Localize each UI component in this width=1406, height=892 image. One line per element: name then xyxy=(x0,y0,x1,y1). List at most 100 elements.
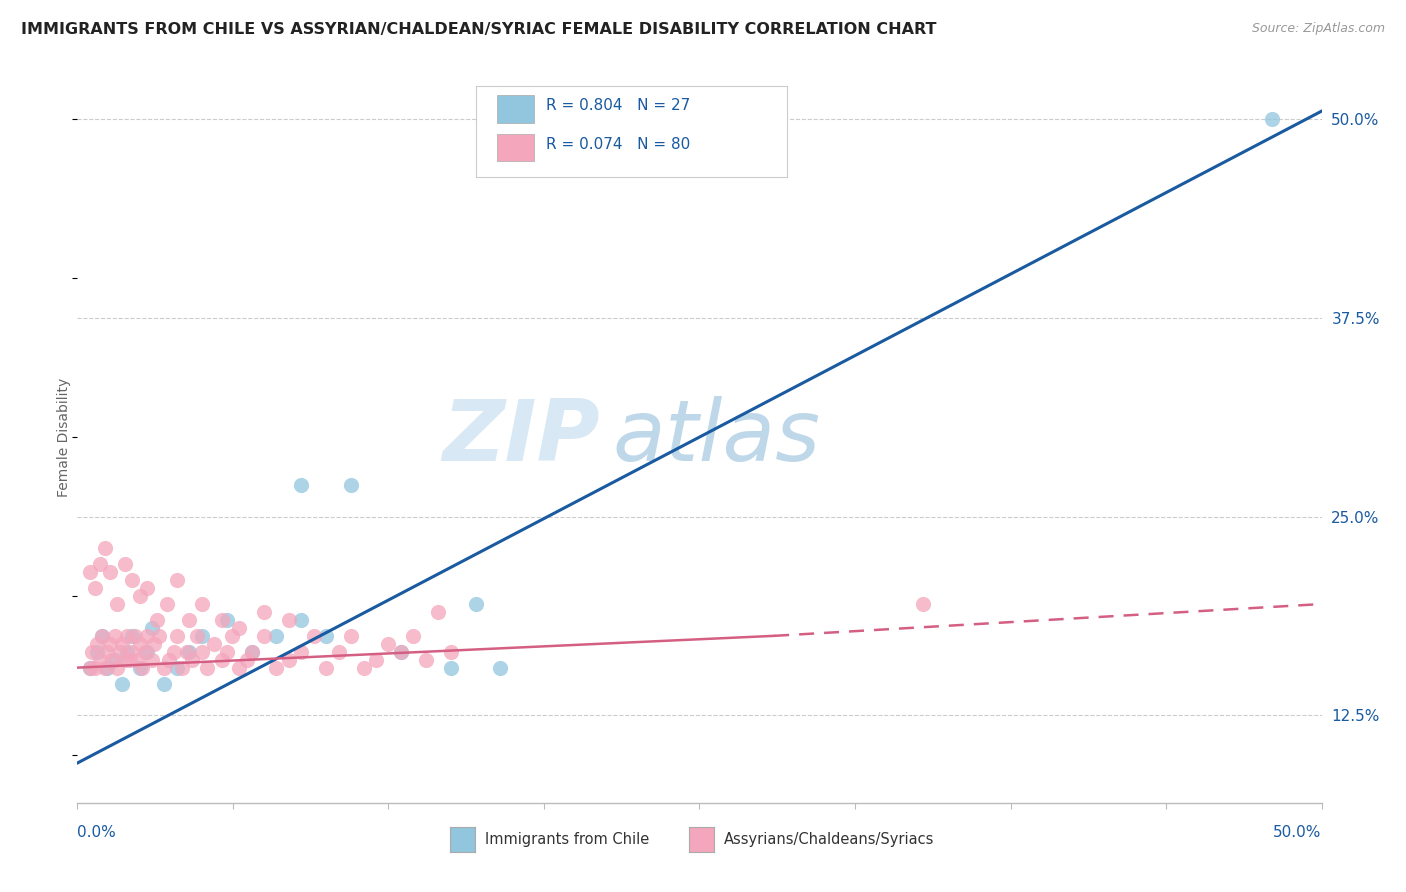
Point xyxy=(215,645,238,659)
Text: 50.0%: 50.0% xyxy=(1274,825,1322,840)
Point xyxy=(364,653,387,667)
Point xyxy=(489,660,512,674)
Point xyxy=(440,645,463,659)
FancyBboxPatch shape xyxy=(475,86,786,178)
Point xyxy=(191,645,214,659)
Point xyxy=(176,645,198,659)
Point xyxy=(128,637,150,651)
Point xyxy=(166,629,188,643)
Point xyxy=(266,660,288,674)
Point xyxy=(153,676,176,690)
Point xyxy=(389,645,412,659)
Point xyxy=(79,660,101,674)
Point xyxy=(141,653,163,667)
Point xyxy=(179,645,201,659)
Point xyxy=(104,629,127,643)
Point xyxy=(235,653,257,667)
Point xyxy=(148,629,170,643)
Point xyxy=(377,637,399,651)
Point xyxy=(180,653,202,667)
Point xyxy=(118,653,141,667)
Y-axis label: Female Disability: Female Disability xyxy=(58,377,72,497)
Point xyxy=(253,629,276,643)
Text: 0.0%: 0.0% xyxy=(77,825,117,840)
Text: ZIP: ZIP xyxy=(443,395,600,479)
Point xyxy=(166,573,188,587)
Point xyxy=(83,581,105,595)
Point xyxy=(136,581,159,595)
Point xyxy=(131,660,153,674)
Point xyxy=(91,629,114,643)
Point xyxy=(266,629,288,643)
Point xyxy=(121,573,143,587)
Point xyxy=(86,637,108,651)
Point xyxy=(440,660,463,674)
Text: R = 0.804   N = 27: R = 0.804 N = 27 xyxy=(547,98,690,113)
Point xyxy=(290,477,312,491)
Point xyxy=(290,613,312,627)
Point xyxy=(108,645,131,659)
Point xyxy=(104,653,127,667)
Point xyxy=(136,629,159,643)
Point xyxy=(128,660,150,674)
Point xyxy=(912,597,935,611)
Point xyxy=(153,660,176,674)
Point xyxy=(93,660,115,674)
Point xyxy=(166,660,188,674)
Point xyxy=(134,645,156,659)
Point xyxy=(89,558,111,572)
Point xyxy=(228,660,250,674)
Point xyxy=(186,629,208,643)
Point xyxy=(114,653,136,667)
Point xyxy=(114,558,136,572)
Point xyxy=(170,660,193,674)
Point xyxy=(195,660,218,674)
Text: Source: ZipAtlas.com: Source: ZipAtlas.com xyxy=(1251,22,1385,36)
Point xyxy=(143,637,166,651)
FancyBboxPatch shape xyxy=(496,134,534,161)
Point xyxy=(163,645,186,659)
Point xyxy=(115,629,138,643)
Point xyxy=(93,541,115,556)
Point xyxy=(221,629,243,643)
Point xyxy=(105,597,128,611)
Point xyxy=(157,653,180,667)
Point xyxy=(141,621,163,635)
Point xyxy=(202,637,225,651)
Point xyxy=(83,660,105,674)
Point xyxy=(464,597,486,611)
Point xyxy=(277,613,299,627)
Point xyxy=(96,645,118,659)
Point xyxy=(211,613,233,627)
Point xyxy=(121,629,143,643)
Point xyxy=(215,613,238,627)
Point xyxy=(253,605,276,619)
Text: Assyrians/Chaldeans/Syriacs: Assyrians/Chaldeans/Syriacs xyxy=(724,832,935,847)
Point xyxy=(353,660,375,674)
Point xyxy=(146,613,169,627)
Point xyxy=(111,676,134,690)
Point xyxy=(79,660,101,674)
Point xyxy=(121,645,143,659)
Point xyxy=(101,653,124,667)
Point xyxy=(111,637,134,651)
Point xyxy=(124,629,146,643)
Point xyxy=(156,597,179,611)
Point xyxy=(191,597,214,611)
Point xyxy=(82,645,104,659)
Point xyxy=(1261,112,1284,126)
Point xyxy=(125,653,148,667)
Point xyxy=(191,629,214,643)
Point xyxy=(290,645,312,659)
Point xyxy=(89,653,111,667)
Point xyxy=(328,645,350,659)
Point xyxy=(427,605,450,619)
Point xyxy=(402,629,425,643)
Point xyxy=(86,645,108,659)
Point xyxy=(240,645,263,659)
Text: Immigrants from Chile: Immigrants from Chile xyxy=(485,832,650,847)
Point xyxy=(277,653,299,667)
Point xyxy=(315,629,337,643)
Point xyxy=(96,660,118,674)
Text: R = 0.074   N = 80: R = 0.074 N = 80 xyxy=(547,137,690,153)
